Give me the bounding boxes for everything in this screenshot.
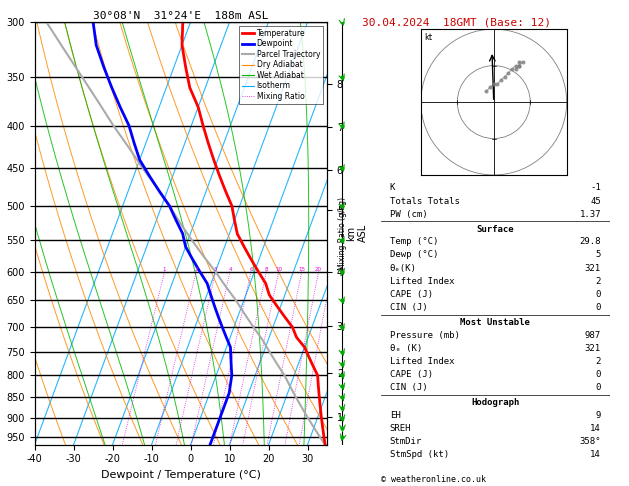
Y-axis label: km
ASL: km ASL	[346, 224, 367, 243]
Text: 2: 2	[596, 277, 601, 286]
Text: -1: -1	[590, 183, 601, 192]
Point	[518, 58, 528, 66]
Point	[515, 58, 525, 66]
Point	[493, 80, 503, 87]
Text: 14: 14	[590, 451, 601, 459]
Text: 10: 10	[276, 267, 282, 272]
Text: Surface: Surface	[477, 225, 514, 234]
Text: 2: 2	[194, 267, 198, 272]
Text: Totals Totals: Totals Totals	[390, 196, 460, 206]
Point	[507, 65, 517, 73]
Text: Dewp (°C): Dewp (°C)	[390, 250, 438, 260]
Text: 4: 4	[228, 267, 231, 272]
Point	[503, 69, 513, 77]
Point	[511, 65, 521, 73]
Text: 9: 9	[596, 411, 601, 420]
Point	[481, 87, 491, 95]
Text: 0: 0	[596, 383, 601, 392]
Text: θₑ (K): θₑ (K)	[390, 344, 422, 353]
Text: 0: 0	[596, 370, 601, 379]
Point	[511, 62, 521, 69]
Text: 3: 3	[214, 267, 218, 272]
Y-axis label: hPa: hPa	[0, 223, 1, 243]
Point	[515, 62, 525, 69]
Text: 1.37: 1.37	[579, 209, 601, 219]
Point	[496, 76, 506, 84]
Text: 0: 0	[596, 290, 601, 299]
Text: Mixing Ratio (g/kg): Mixing Ratio (g/kg)	[338, 197, 347, 270]
Point	[489, 80, 499, 87]
Text: 321: 321	[585, 263, 601, 273]
Text: 6: 6	[249, 267, 253, 272]
Text: 2: 2	[596, 357, 601, 366]
Text: CIN (J): CIN (J)	[390, 383, 427, 392]
Text: Most Unstable: Most Unstable	[460, 318, 530, 327]
Text: K: K	[390, 183, 395, 192]
Text: 0: 0	[596, 303, 601, 312]
Text: 987: 987	[585, 330, 601, 340]
Text: 5: 5	[596, 250, 601, 260]
Text: kt: kt	[425, 33, 433, 42]
Text: 29.8: 29.8	[579, 237, 601, 246]
Text: CIN (J): CIN (J)	[390, 303, 427, 312]
Text: StmSpd (kt): StmSpd (kt)	[390, 451, 449, 459]
Text: 8: 8	[265, 267, 268, 272]
Title: 30°08'N  31°24'E  188m ASL: 30°08'N 31°24'E 188m ASL	[93, 11, 269, 21]
Text: 15: 15	[298, 267, 305, 272]
Text: CAPE (J): CAPE (J)	[390, 370, 433, 379]
Text: CAPE (J): CAPE (J)	[390, 290, 433, 299]
Legend: Temperature, Dewpoint, Parcel Trajectory, Dry Adiabat, Wet Adiabat, Isotherm, Mi: Temperature, Dewpoint, Parcel Trajectory…	[239, 26, 323, 104]
Point	[515, 62, 525, 69]
Text: Lifted Index: Lifted Index	[390, 357, 454, 366]
Text: Pressure (mb): Pressure (mb)	[390, 330, 460, 340]
Text: Hodograph: Hodograph	[471, 399, 520, 407]
Point	[499, 72, 509, 80]
Text: 20: 20	[315, 267, 322, 272]
Text: 30.04.2024  18GMT (Base: 12): 30.04.2024 18GMT (Base: 12)	[362, 17, 550, 27]
Text: 358°: 358°	[579, 437, 601, 446]
Text: 14: 14	[590, 424, 601, 433]
Text: Lifted Index: Lifted Index	[390, 277, 454, 286]
Point	[485, 84, 495, 91]
Text: 45: 45	[590, 196, 601, 206]
Text: θₑ(K): θₑ(K)	[390, 263, 416, 273]
Text: © weatheronline.co.uk: © weatheronline.co.uk	[381, 474, 486, 484]
Text: Temp (°C): Temp (°C)	[390, 237, 438, 246]
Text: StmDir: StmDir	[390, 437, 422, 446]
Text: SREH: SREH	[390, 424, 411, 433]
Text: PW (cm): PW (cm)	[390, 209, 427, 219]
Text: 321: 321	[585, 344, 601, 353]
Text: EH: EH	[390, 411, 401, 420]
X-axis label: Dewpoint / Temperature (°C): Dewpoint / Temperature (°C)	[101, 470, 261, 480]
Text: 1: 1	[163, 267, 166, 272]
